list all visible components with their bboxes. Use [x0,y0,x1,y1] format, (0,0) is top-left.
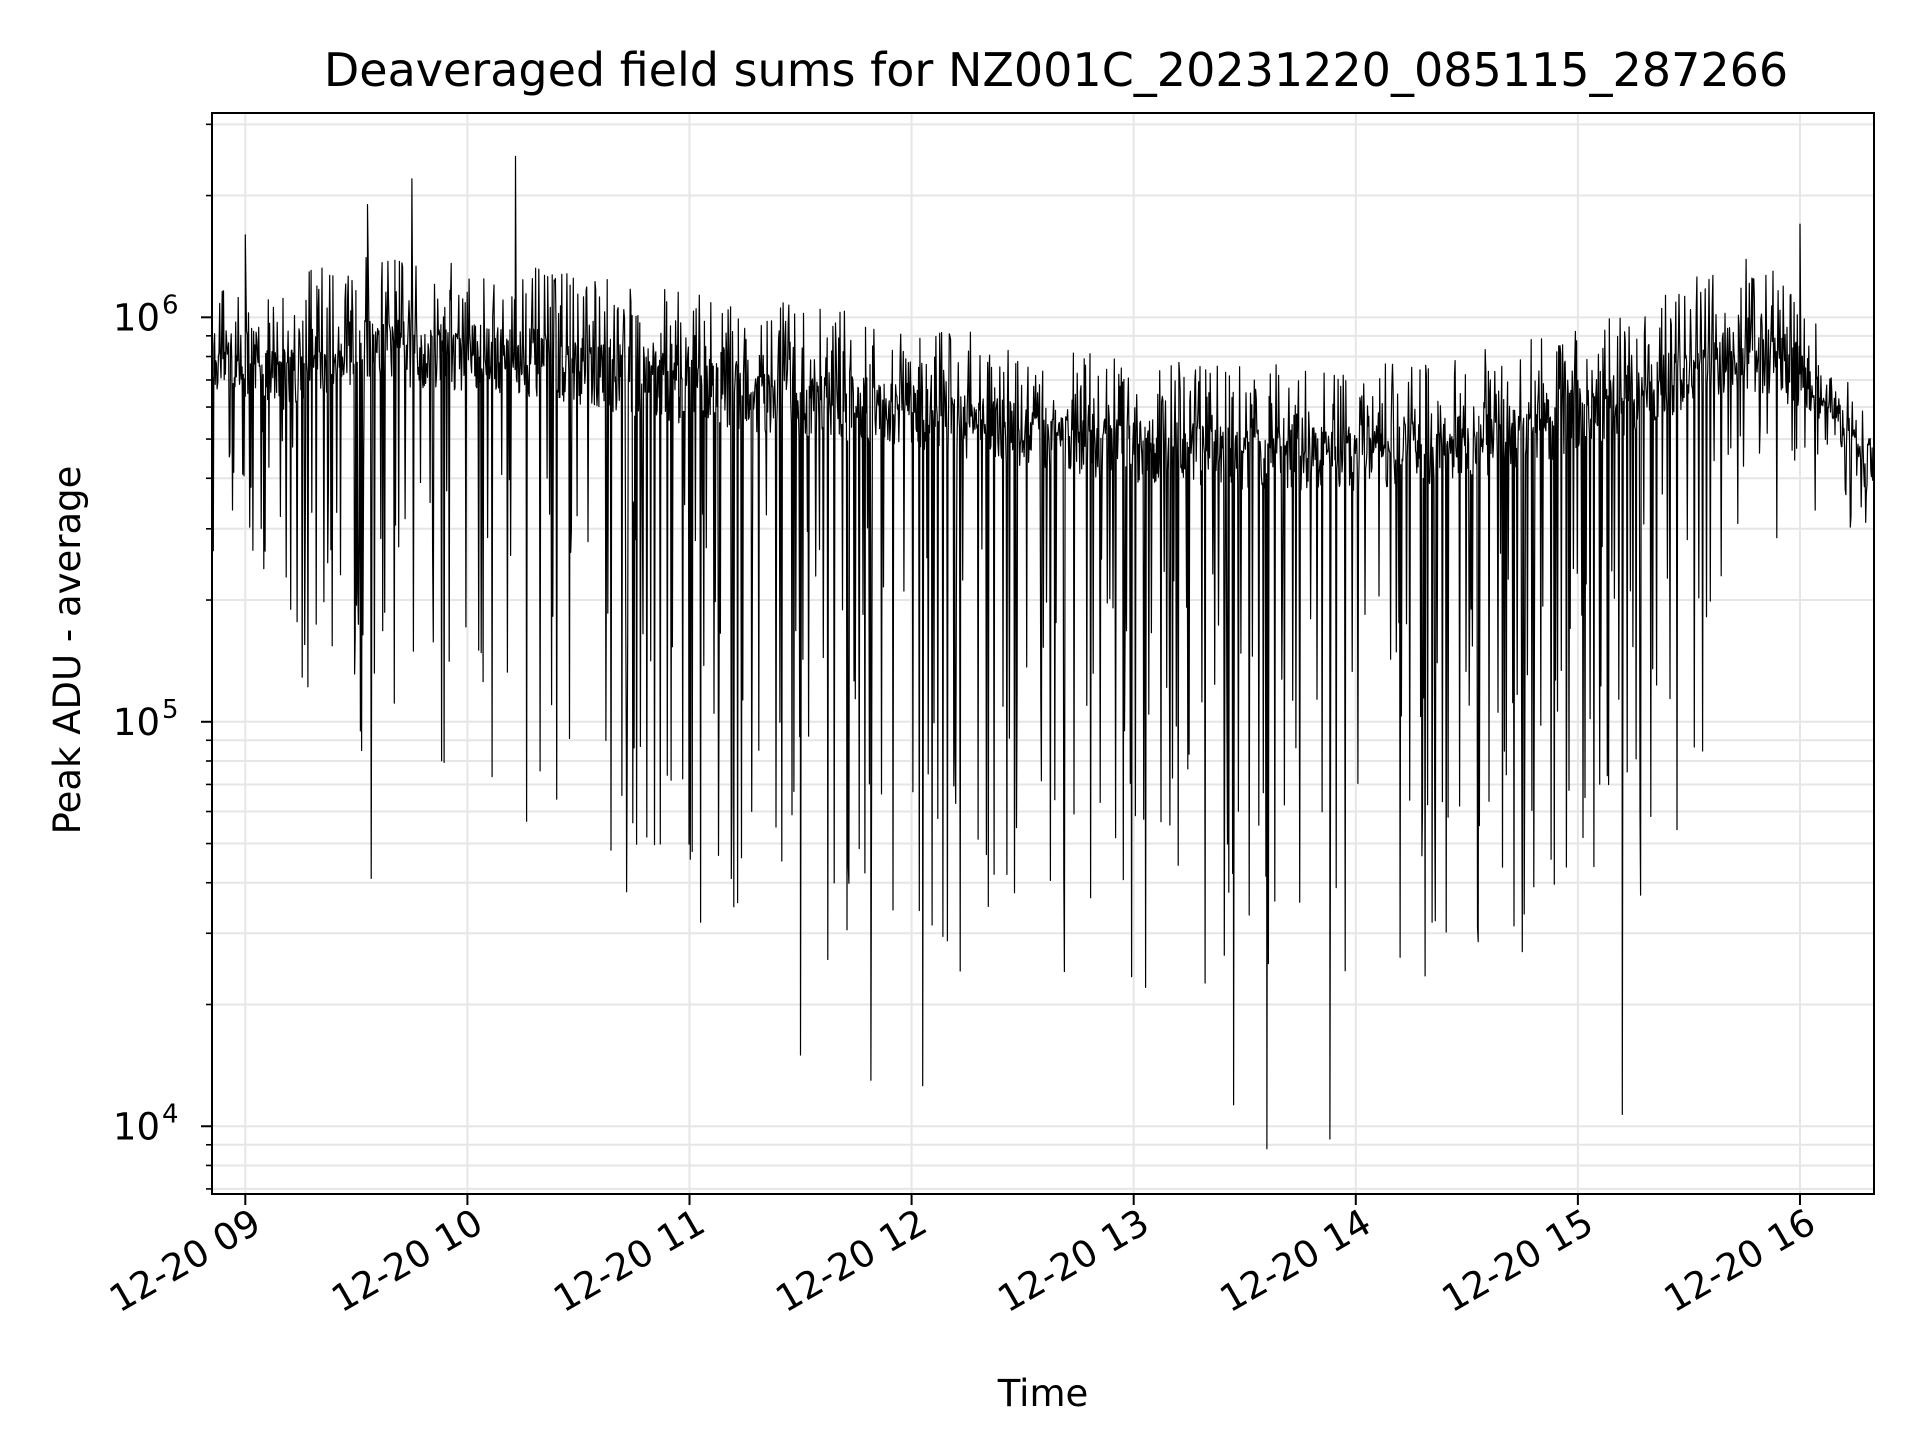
x-axis-label: Time [997,1372,1089,1415]
plot-area [211,113,1875,1194]
y-tick-label: 10 [113,701,160,744]
y-tick-label: 10 [113,296,160,339]
y-tick-label-exponent: 4 [162,1099,179,1129]
y-tick-label-exponent: 6 [162,290,179,320]
chart-title: Deaveraged field sums for NZ001C_2023122… [324,43,1788,97]
series-line [211,155,1875,1150]
y-axis-label: Peak ADU - average [46,466,89,835]
y-tick-label-exponent: 5 [162,695,179,725]
y-tick-label: 10 [113,1105,160,1148]
plot-frame [211,112,1875,1195]
